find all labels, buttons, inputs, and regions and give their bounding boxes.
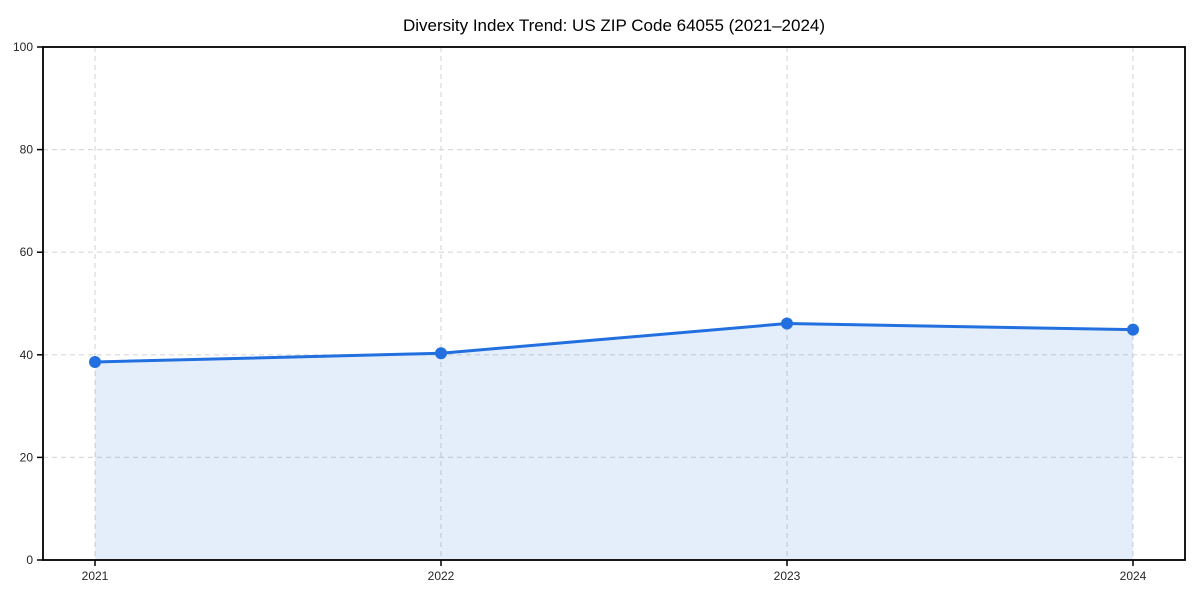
y-tick-label: 40 — [20, 348, 34, 362]
data-point — [435, 347, 447, 360]
area-layer — [95, 323, 1133, 560]
tick-layer: 0 20 40 60 80 100 2021 2022 2023 2024 — [13, 40, 1147, 583]
line-layer — [93, 322, 1135, 364]
plot-border — [42, 46, 1186, 561]
y-tick-label: 100 — [13, 40, 33, 54]
trend-line — [93, 322, 1135, 364]
x-tick-label: 2023 — [774, 569, 801, 583]
data-point — [1127, 323, 1139, 336]
x-tick-label: 2022 — [428, 569, 455, 583]
y-tick-label: 60 — [20, 245, 34, 259]
data-point — [89, 355, 101, 368]
y-tick-label: 80 — [20, 143, 34, 157]
x-tick-label: 2021 — [82, 569, 109, 583]
y-tick-label: 0 — [26, 553, 33, 567]
marker-layer — [89, 317, 1139, 368]
chart-title: Diversity Index Trend: US ZIP Code 64055… — [403, 16, 825, 35]
area-fill — [95, 323, 1133, 560]
data-point — [781, 317, 793, 330]
y-tick-label: 20 — [20, 450, 34, 464]
x-tick-label: 2024 — [1120, 569, 1147, 583]
spine-layer — [42, 46, 1186, 561]
